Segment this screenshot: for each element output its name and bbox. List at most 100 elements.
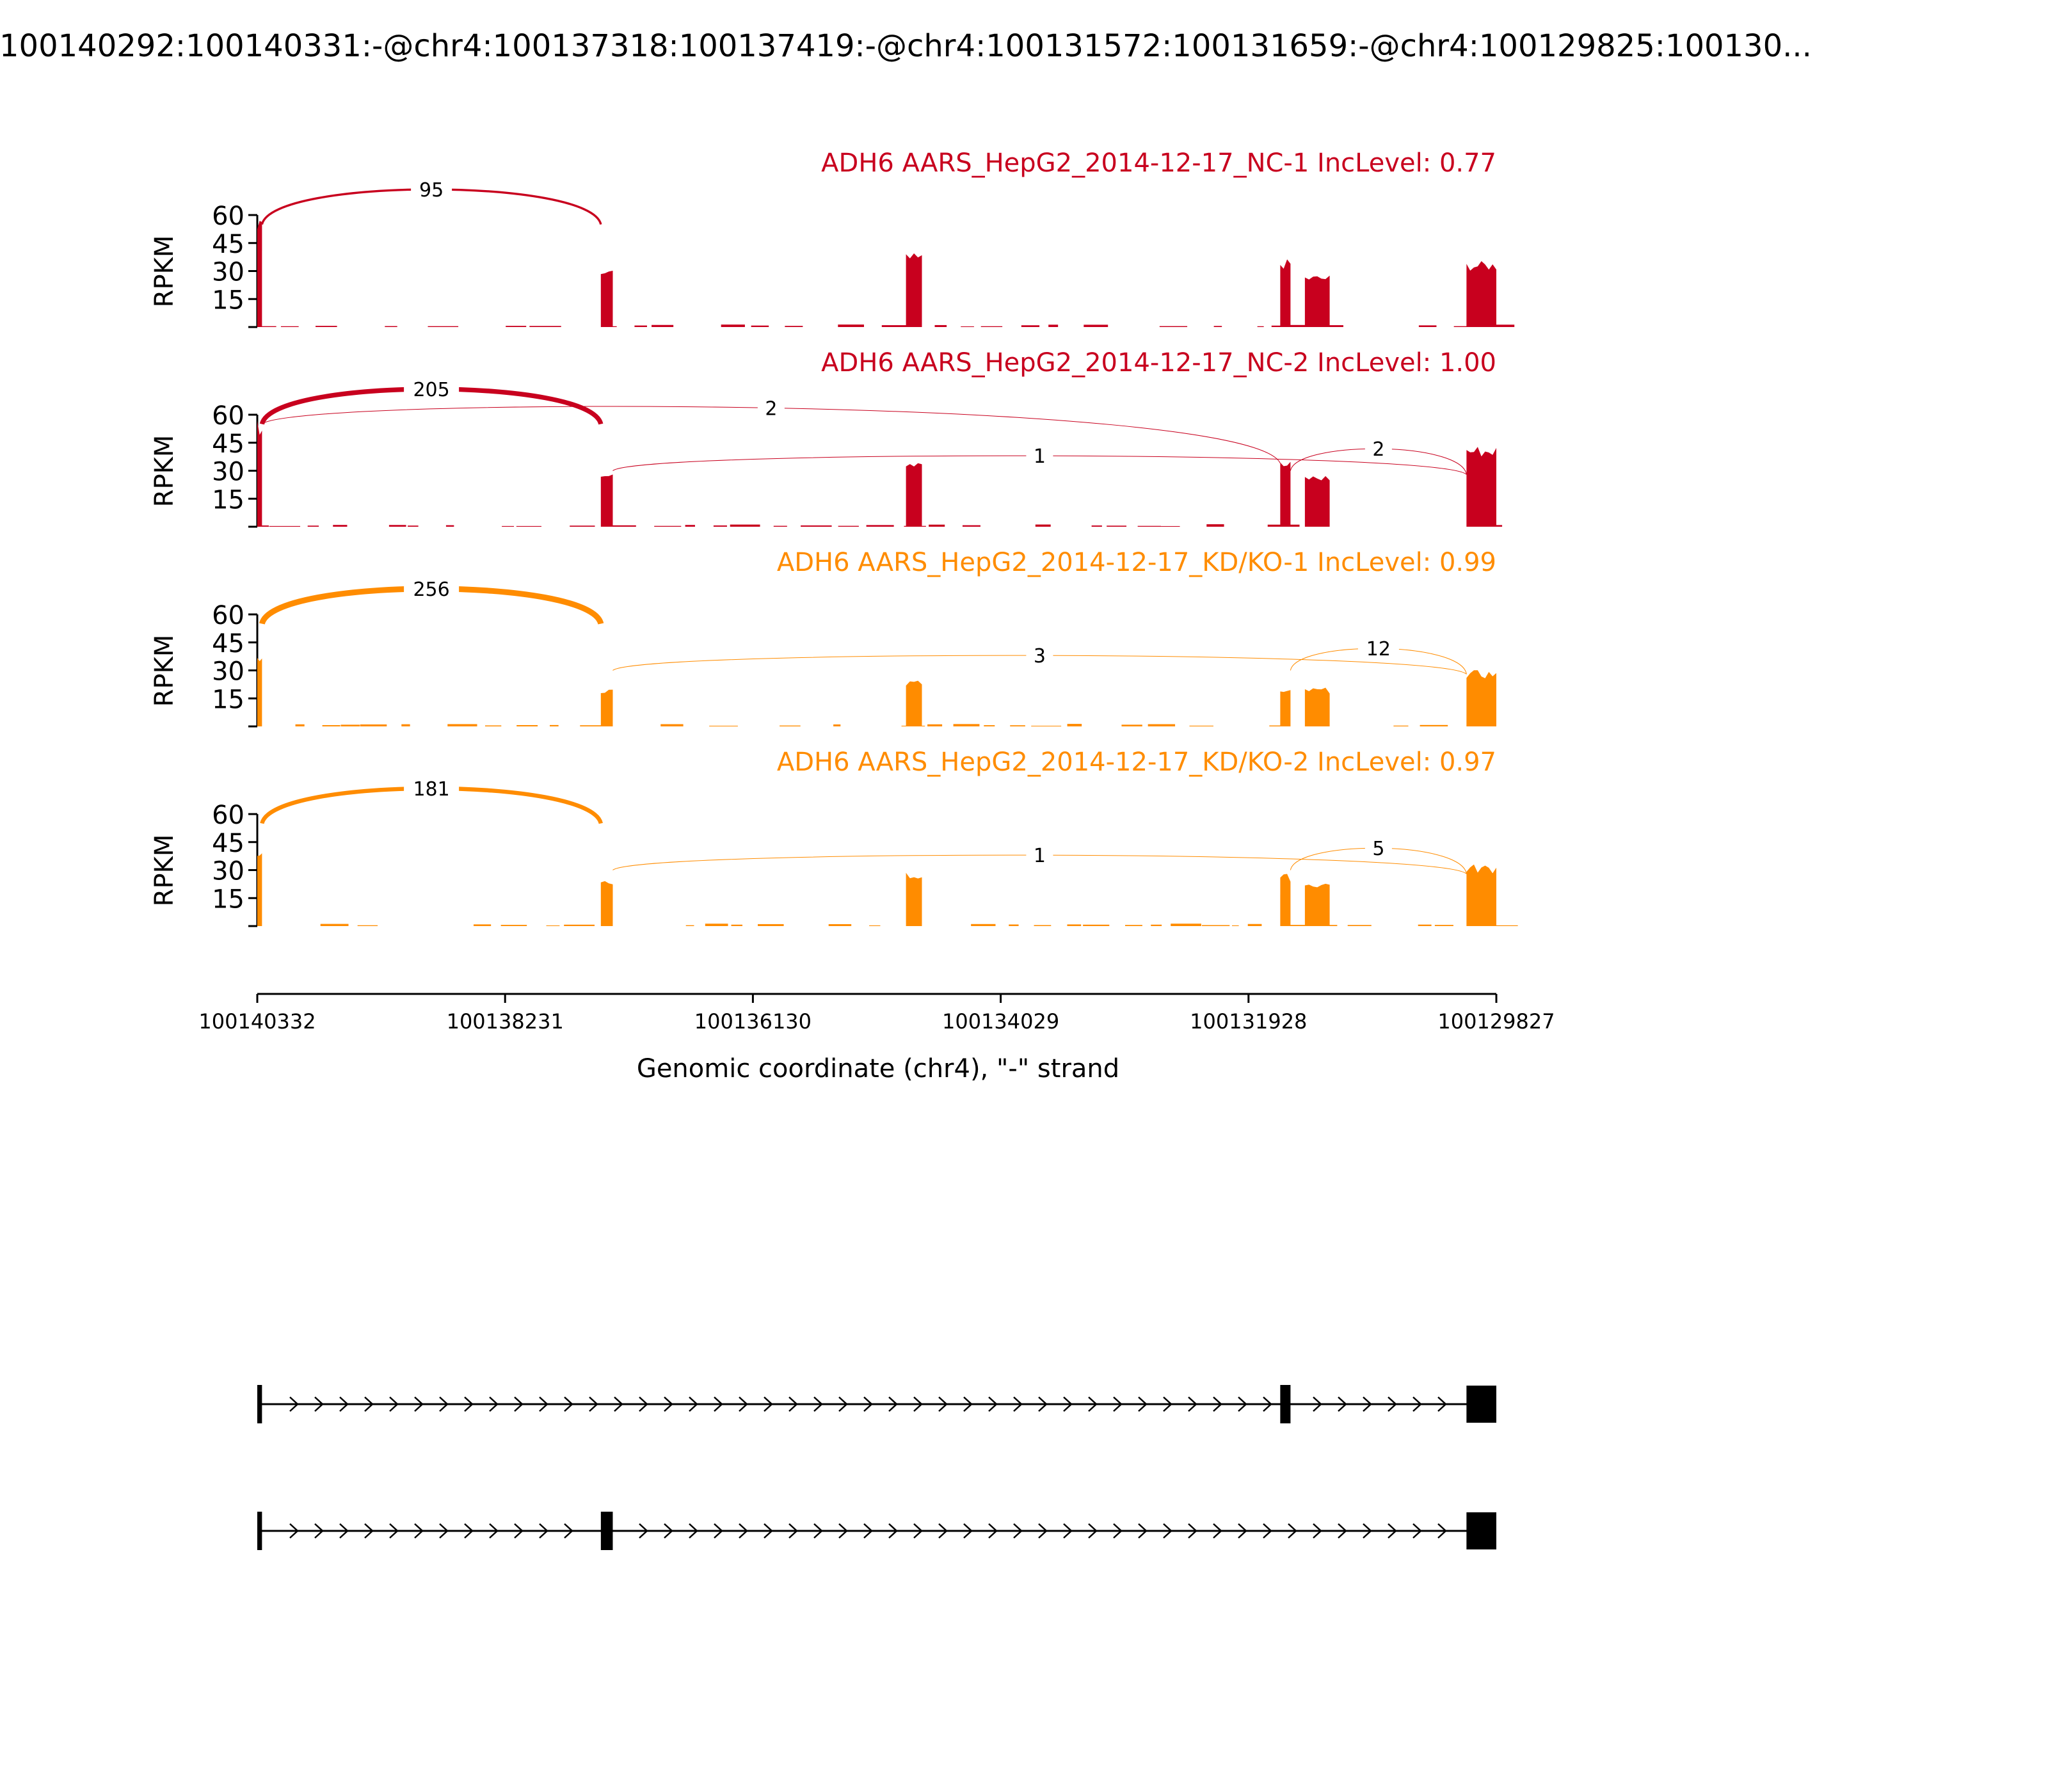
coverage-background xyxy=(758,924,784,926)
coverage-background xyxy=(1125,925,1142,926)
strand-arrow xyxy=(339,1396,349,1412)
coverage-exon xyxy=(1466,670,1496,726)
coverage-background xyxy=(357,925,378,926)
strand-arrow xyxy=(1013,1396,1023,1412)
coverage-background xyxy=(1010,725,1025,726)
strand-arrow xyxy=(1263,1523,1272,1539)
y-tick-label: 15 xyxy=(212,685,244,714)
strand-arrow xyxy=(639,1523,648,1539)
transcript-exon xyxy=(257,1512,262,1550)
y-axis-label: RPKM xyxy=(150,835,179,907)
strand-arrow xyxy=(938,1396,948,1412)
strand-arrow xyxy=(988,1523,998,1539)
strand-arrow xyxy=(888,1396,898,1412)
coverage-background xyxy=(828,924,852,926)
coverage-background xyxy=(838,324,864,327)
junction-label: 1 xyxy=(1034,445,1046,468)
coverage-background xyxy=(654,525,682,527)
strand-arrow xyxy=(314,1396,324,1412)
strand-arrow xyxy=(1338,1523,1347,1539)
y-tick-label: 60 xyxy=(212,202,244,231)
coverage-background xyxy=(280,326,299,327)
strand-arrow xyxy=(913,1396,923,1412)
coverage-exon xyxy=(1280,690,1291,726)
strand-arrow xyxy=(913,1523,923,1539)
strand-arrow xyxy=(564,1523,573,1539)
figure-title: 100140292:100140331:-@chr4:100137318:100… xyxy=(0,28,1812,64)
strand-arrow xyxy=(1213,1396,1222,1412)
x-tick-label: 100134029 xyxy=(942,1009,1059,1034)
y-axis-label: RPKM xyxy=(150,635,179,707)
coverage-background xyxy=(333,525,348,527)
strand-arrow xyxy=(1238,1396,1247,1412)
strand-arrow xyxy=(1363,1396,1372,1412)
coverage-background xyxy=(1161,525,1180,527)
coverage-background xyxy=(1418,325,1437,327)
strand-arrow xyxy=(714,1523,723,1539)
strand-arrow xyxy=(339,1523,349,1539)
strand-arrow xyxy=(1163,1523,1172,1539)
coverage-background xyxy=(1148,724,1176,726)
junction-label: 205 xyxy=(413,379,449,401)
junction-label-box xyxy=(757,394,785,420)
strand-arrow xyxy=(863,1396,873,1412)
panel-label: ADH6 AARS_HepG2_2014-12-17_KD/KO-1 IncLe… xyxy=(777,548,1496,577)
coverage-background xyxy=(866,525,894,527)
coverage-background xyxy=(257,326,276,327)
junction-label: 3 xyxy=(1034,645,1046,668)
strand-arrow xyxy=(863,1523,873,1539)
coverage-background xyxy=(316,326,337,327)
coverage-background xyxy=(257,525,269,527)
strand-arrow xyxy=(1437,1523,1447,1539)
strand-arrow xyxy=(1338,1396,1347,1412)
coverage-exon xyxy=(906,253,922,327)
coverage-background xyxy=(1009,924,1019,926)
coverage-exon xyxy=(1466,864,1496,926)
coverage-background xyxy=(1201,925,1230,926)
y-tick-label: 60 xyxy=(212,801,244,830)
junction-label: 95 xyxy=(419,179,444,202)
coverage-background xyxy=(1271,325,1281,327)
junction-label: 2 xyxy=(765,397,777,420)
junction-label: 2 xyxy=(1372,438,1384,461)
strand-arrow xyxy=(689,1523,698,1539)
strand-arrow xyxy=(1138,1523,1148,1539)
strand-arrow xyxy=(764,1396,773,1412)
junction-label-box xyxy=(1364,834,1392,860)
coverage-background xyxy=(1281,324,1307,327)
x-tick-label: 100136130 xyxy=(694,1009,812,1034)
x-tick-label: 100138231 xyxy=(447,1009,564,1034)
strand-arrow xyxy=(489,1396,499,1412)
strand-arrow xyxy=(364,1523,374,1539)
strand-arrow xyxy=(414,1396,424,1412)
coverage-exon xyxy=(906,680,922,726)
coverage-background xyxy=(1247,924,1262,926)
coverage-exon xyxy=(1304,883,1330,926)
coverage-background xyxy=(295,724,305,726)
coverage-background xyxy=(721,324,745,327)
strand-arrow xyxy=(1038,1523,1048,1539)
strand-arrow xyxy=(539,1523,548,1539)
coverage-background xyxy=(934,324,947,327)
coverage-background xyxy=(322,725,340,726)
coverage-background xyxy=(685,925,694,926)
junction-label-box xyxy=(411,175,452,201)
coverage-exon xyxy=(1304,275,1330,327)
junction-label: 1 xyxy=(1034,845,1046,867)
coverage-background xyxy=(1137,525,1162,527)
strand-arrow xyxy=(1313,1523,1322,1539)
junction-label-box xyxy=(404,574,460,600)
coverage-background xyxy=(1453,326,1474,327)
coverage-background xyxy=(1034,925,1052,926)
coverage-exon xyxy=(1304,687,1330,726)
coverage-exon xyxy=(1280,461,1291,527)
transcript-exon xyxy=(1280,1385,1291,1423)
strand-arrow xyxy=(1263,1396,1272,1412)
y-tick-label: 45 xyxy=(212,230,244,259)
coverage-background xyxy=(1418,924,1432,926)
transcript-exon xyxy=(1466,1386,1496,1423)
coverage-background xyxy=(307,525,319,527)
coverage-exon xyxy=(1466,447,1496,527)
strand-arrow xyxy=(1163,1396,1172,1412)
strand-arrow xyxy=(1388,1396,1397,1412)
